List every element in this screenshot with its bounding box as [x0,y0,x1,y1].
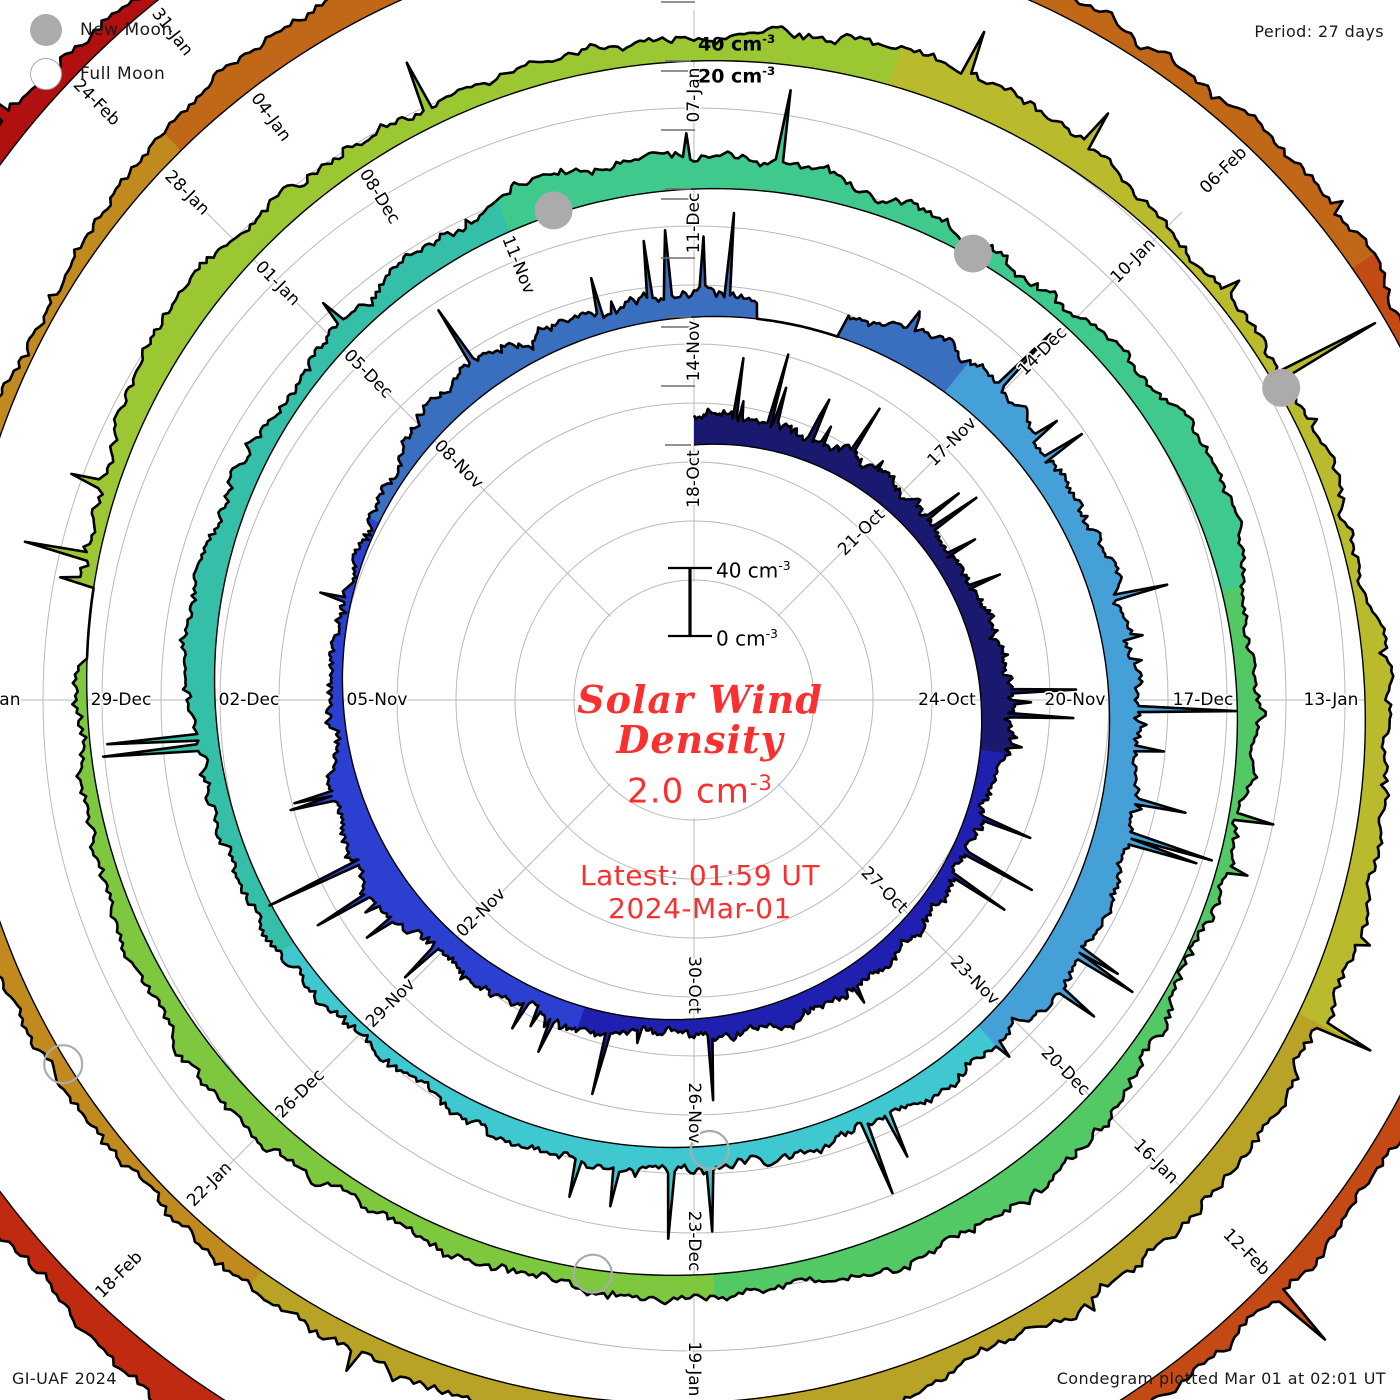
radial-axis-ticks [661,1,695,446]
date-label: 16-Jan [1129,1135,1182,1188]
date-label: 10-Jan [1107,234,1160,287]
date-label: 05-Dec [339,345,396,402]
date-label: 17-Dec [1173,690,1234,710]
date-label: 18-Oct [684,450,704,508]
date-label: 06-Feb [1196,143,1251,198]
full-moon-marker [689,1129,730,1171]
date-label: 26-Nov [684,1083,704,1144]
scale-bar [668,566,712,638]
date-label: 29-Dec [91,690,152,710]
date-label: 02-Dec [219,690,280,710]
date-label: 07-Jan [684,68,704,123]
date-label: 20-Nov [1045,690,1106,710]
scalebar-label-bottom: 0 cm-3 [716,626,778,651]
legend-label-full-moon: Full Moon [80,64,166,84]
legend-label-new-moon: New Moon [80,20,173,40]
date-label: 23-Nov [946,952,1003,1009]
date-label: 25-Jan [0,690,20,710]
date-label: 26-Dec [272,1065,329,1122]
date-label: 14-Nov [684,321,704,382]
date-label: 24-Oct [918,690,976,710]
moon-legend: New Moon Full Moon [22,8,342,96]
filled-circle-icon [30,14,62,46]
date-label: 01-Jan [251,257,304,310]
date-label: 08-Nov [430,436,487,493]
footer-credit: GI-UAF 2024 [12,1369,117,1388]
date-label: 28-Jan [161,167,214,220]
date-label: 27-Oct [857,863,912,918]
date-label: 23-Dec [684,1211,704,1272]
period-note: Period: 27 days [1254,22,1384,41]
full-moon-marker [572,1253,613,1294]
radial-axis-label-20: 20 cm-3 [698,64,776,88]
date-label: 17-Nov [923,413,980,470]
new-moon-marker [534,191,573,230]
new-moon-marker [1262,368,1301,407]
footer-plot-time: Condegram plotted Mar 01 at 02:01 UT [1056,1369,1386,1388]
legend-item-new-moon: New Moon [22,8,342,52]
date-label: 11-Nov [498,233,539,297]
full-moon-marker [43,1044,84,1085]
date-label: 14-Dec [1014,323,1071,380]
date-label: 19-Jan [684,1342,704,1397]
date-label: 22-Jan [183,1158,236,1211]
date-label: 02-Nov [453,884,510,941]
moon-phase-markers [43,191,1301,1294]
date-label: 13-Jan [1304,690,1359,710]
date-label: 12-Feb [1219,1225,1274,1280]
date-label: 21-Oct [834,505,889,560]
new-moon-marker [953,234,992,273]
date-label: 05-Nov [347,690,408,710]
radial-axis-label-40: 40 cm-3 [698,32,776,56]
date-label: 04-Jan [246,89,294,145]
date-label: 30-Oct [684,956,704,1014]
legend-item-full-moon: Full Moon [22,52,342,96]
open-circle-icon [30,58,62,90]
date-label: 08-Dec [355,166,404,228]
date-label: 18-Feb [92,1247,147,1302]
scalebar-label-top: 40 cm-3 [716,558,791,583]
date-label: 11-Dec [684,193,704,254]
date-label: 20-Dec [1037,1043,1094,1100]
